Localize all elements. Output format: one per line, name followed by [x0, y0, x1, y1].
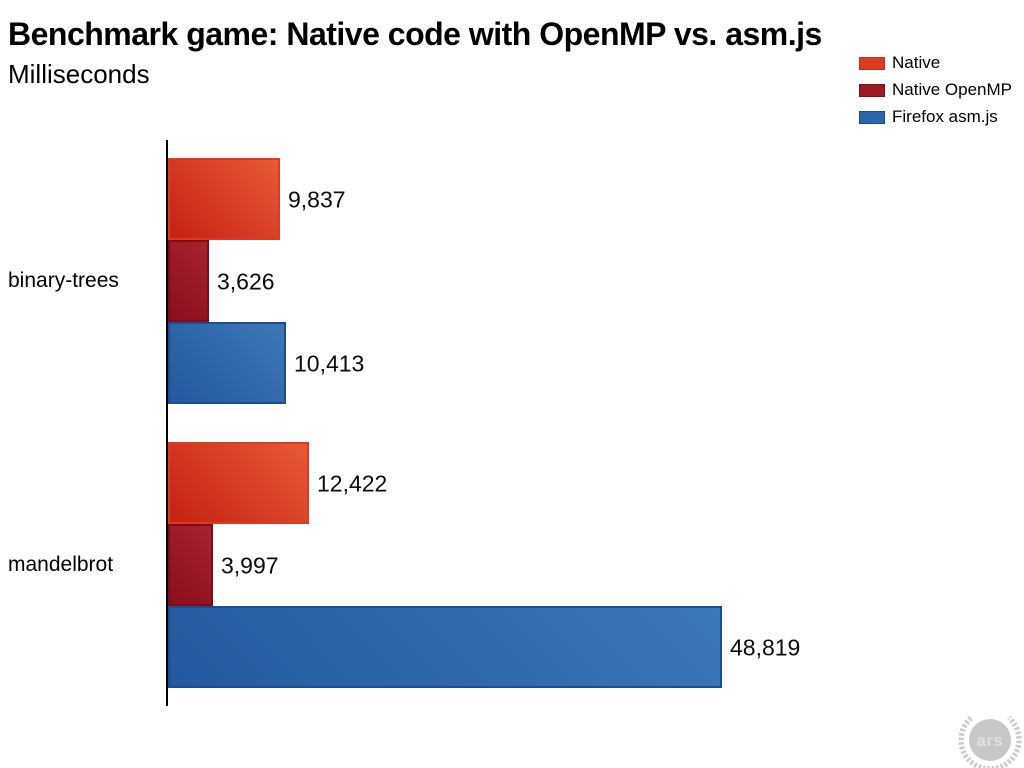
value-label-native-openmp-binary-trees: 3,626: [217, 268, 275, 295]
legend-item-native-openmp: Native OpenMP: [859, 80, 1012, 100]
chart-subtitle: Milliseconds: [8, 59, 150, 89]
legend-label: Native: [892, 53, 941, 72]
bar-native-binary-trees: [168, 158, 280, 240]
bar-native-openmp-mandelbrot: [168, 524, 213, 606]
value-label-native-openmp-mandelbrot: 3,997: [221, 552, 279, 579]
legend-swatch-native-openmp: [859, 83, 885, 97]
category-label-binary-trees: binary-trees: [8, 269, 119, 292]
bar-firefox-asm-js-binary-trees: [168, 322, 286, 404]
legend-label: Firefox asm.js: [892, 107, 998, 126]
legend-swatch-native: [859, 56, 885, 70]
value-label-firefox-asm-js-binary-trees: 10,413: [294, 350, 365, 377]
y-axis-line: [166, 140, 168, 706]
ars-technica-logo: ars: [958, 715, 1022, 768]
legend-item-firefox-asm-js: Firefox asm.js: [859, 107, 1012, 127]
value-label-native-mandelbrot: 12,422: [317, 470, 388, 497]
logo-text: ars: [976, 731, 1003, 750]
bar-firefox-asm-js-mandelbrot: [168, 606, 722, 688]
legend-swatch-firefox-asm-js: [859, 110, 885, 124]
value-label-native-binary-trees: 9,837: [288, 186, 346, 213]
legend-item-native: Native: [859, 53, 1012, 73]
category-label-mandelbrot: mandelbrot: [8, 553, 114, 576]
legend: Native Native OpenMP Firefox asm.js: [859, 53, 1012, 134]
logo-circle: [969, 719, 1011, 761]
laurel-wreath-icon: [958, 715, 1022, 768]
value-label-firefox-asm-js-mandelbrot: 48,819: [730, 634, 801, 661]
bar-native-mandelbrot: [168, 442, 309, 524]
bar-native-openmp-binary-trees: [168, 240, 209, 322]
legend-label: Native OpenMP: [892, 80, 1012, 99]
chart-title: Benchmark game: Native code with OpenMP …: [8, 16, 822, 52]
